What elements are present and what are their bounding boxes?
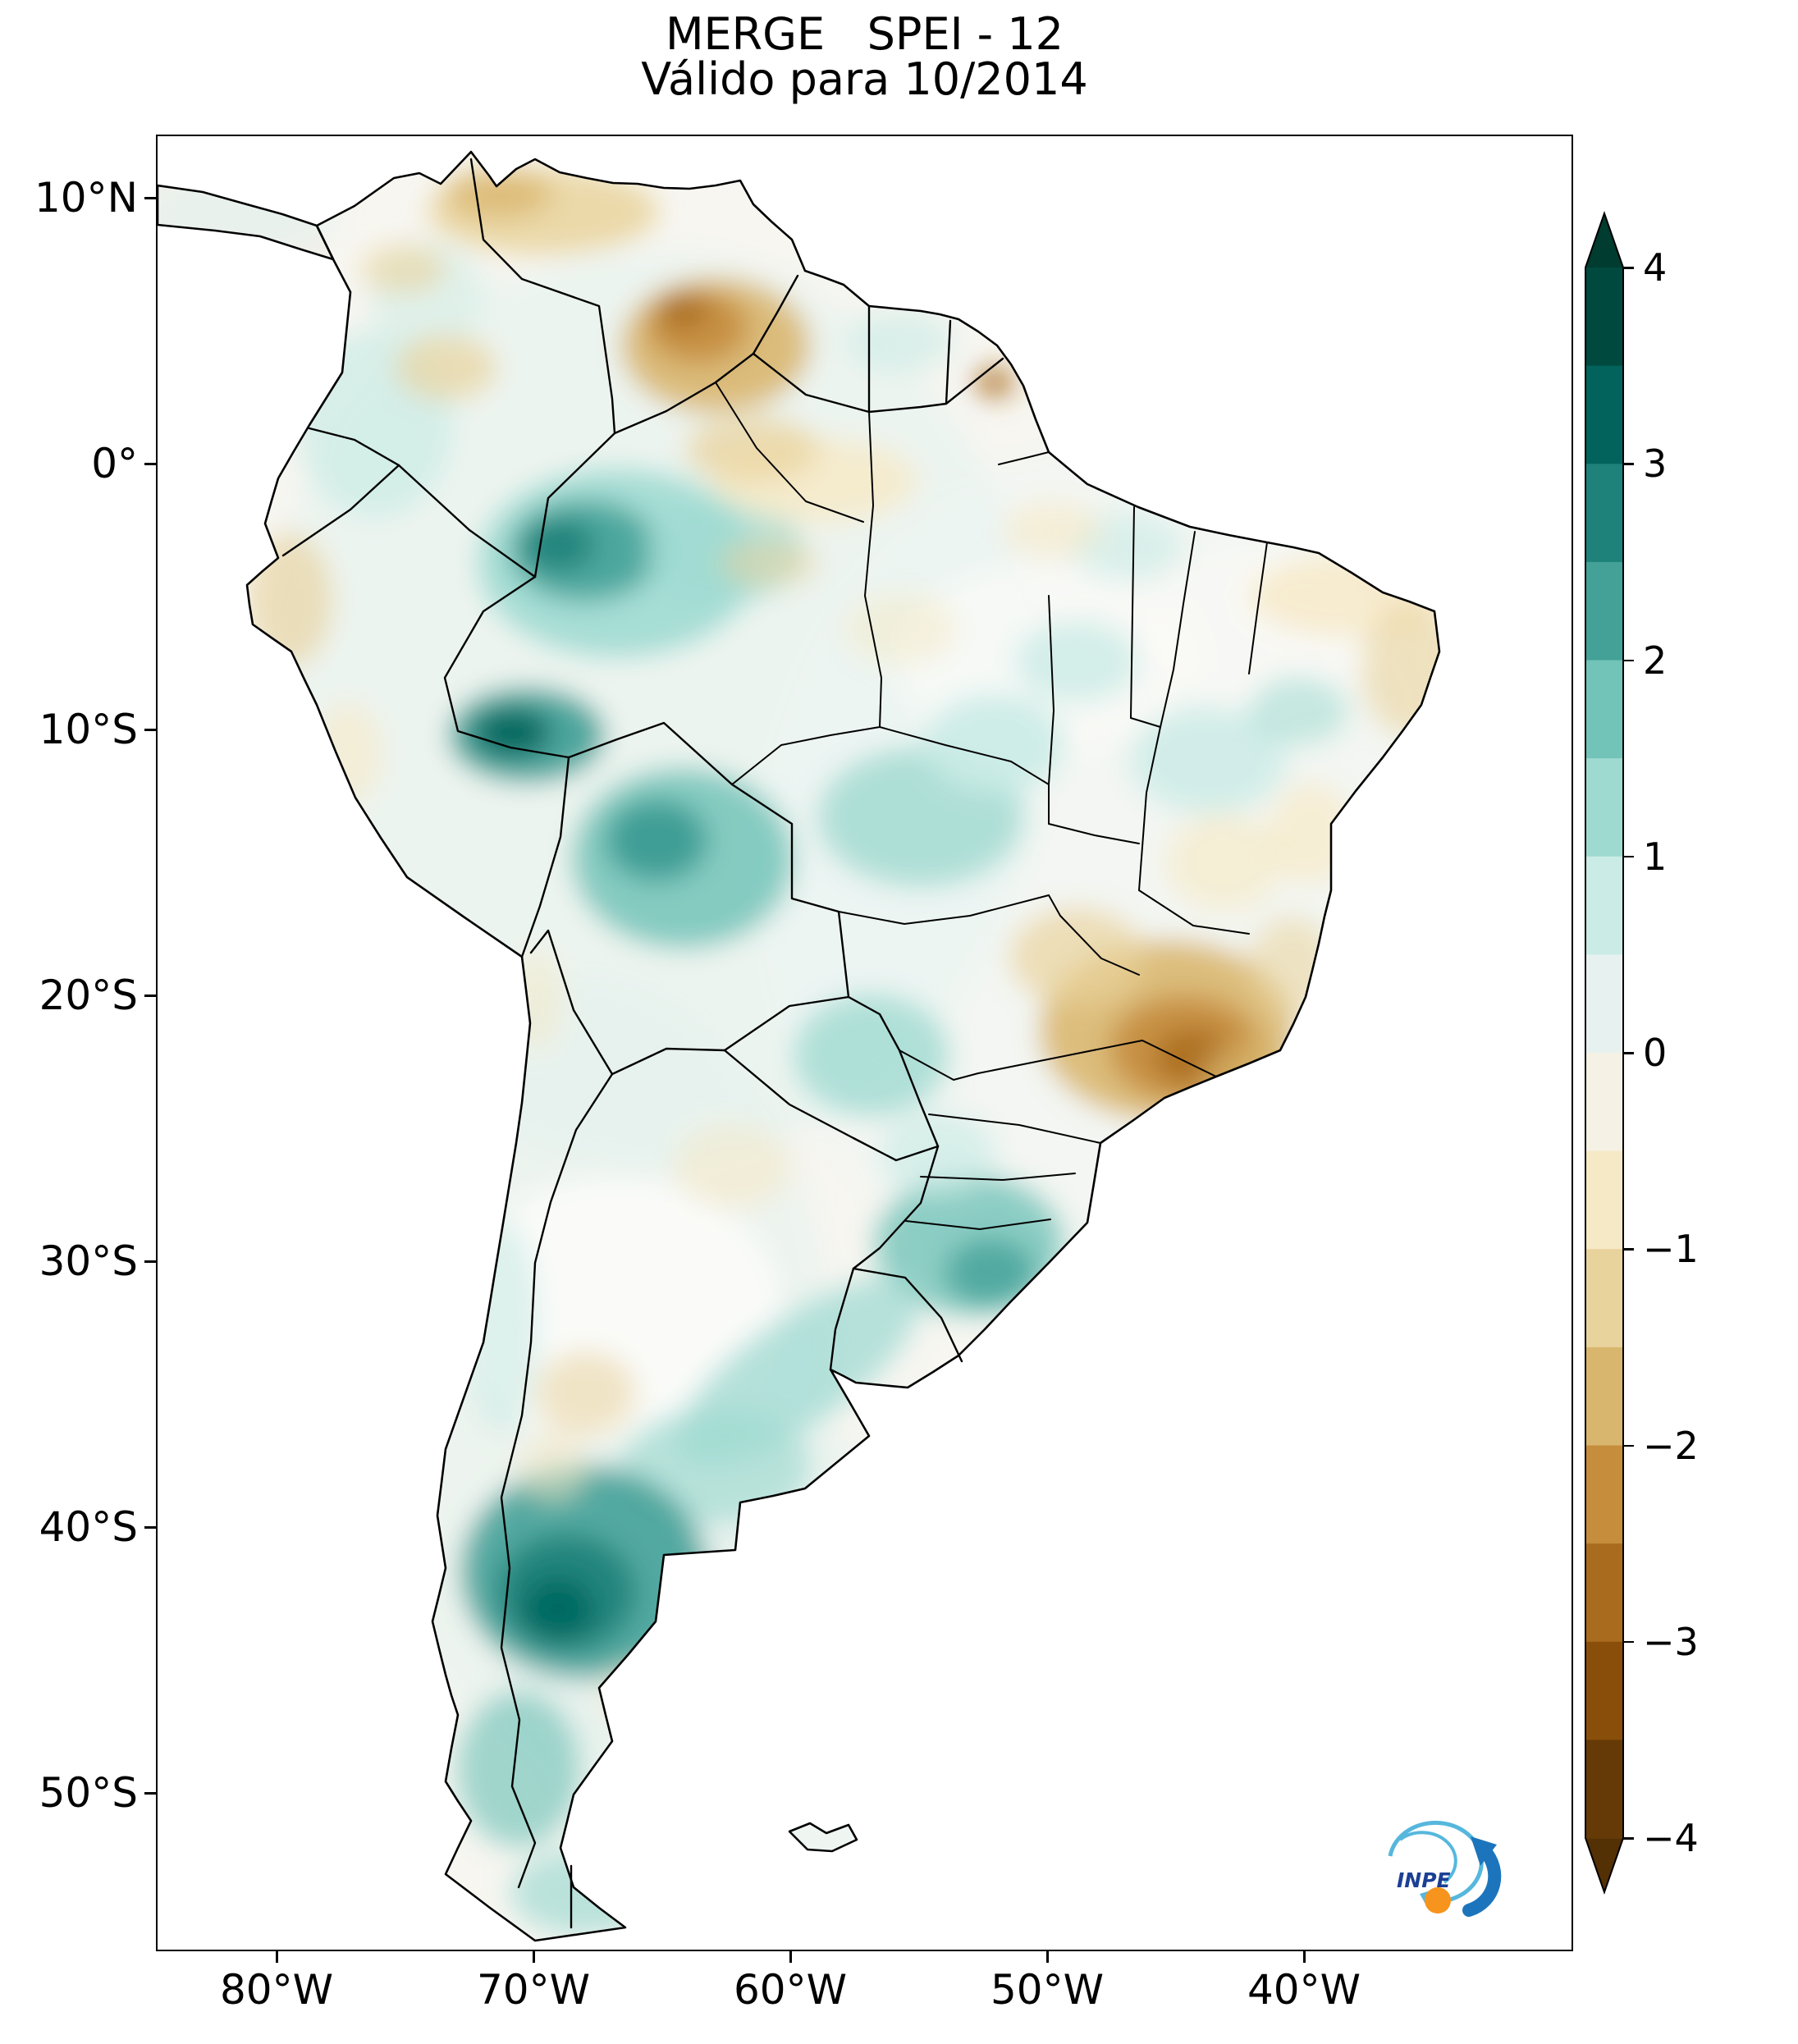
y-tick-mark xyxy=(144,1792,156,1795)
colorbar-band xyxy=(1585,1445,1623,1544)
colorbar-tick-label: 4 xyxy=(1643,245,1668,290)
y-tick-label: 50°S xyxy=(39,1769,138,1817)
state-borders xyxy=(715,382,1268,1230)
y-tick-mark xyxy=(144,1260,156,1263)
colorbar-tick-mark xyxy=(1623,855,1634,858)
colorbar-band xyxy=(1585,660,1623,759)
y-tick-label: 30°S xyxy=(39,1237,138,1285)
colorbar-band xyxy=(1585,1543,1623,1643)
x-tick-mark xyxy=(276,1951,278,1963)
y-tick-mark xyxy=(144,729,156,731)
orbit-arc2-icon xyxy=(1398,1831,1457,1884)
title-line-1: MERGE SPEI - 12 xyxy=(665,8,1064,60)
colorbar-band xyxy=(1585,1641,1623,1741)
colorbar-band xyxy=(1585,1740,1623,1839)
colorbar xyxy=(1585,210,1624,1895)
colorbar-band xyxy=(1585,561,1623,661)
colorbar-band xyxy=(1585,954,1623,1054)
colorbar-tick-label: 2 xyxy=(1643,638,1668,683)
colorbar-tick-mark xyxy=(1623,1640,1634,1644)
y-tick-mark xyxy=(144,197,156,199)
y-tick-label: 10°N xyxy=(34,174,138,222)
colorbar-bands xyxy=(1585,268,1623,1839)
title-line-2: Válido para 10/2014 xyxy=(641,53,1088,106)
y-tick-label: 0° xyxy=(91,440,138,487)
spei-field xyxy=(158,169,1439,1935)
x-tick-mark xyxy=(1303,1951,1306,1963)
y-tick-label: 10°S xyxy=(39,706,138,753)
colorbar-tick-mark xyxy=(1623,1444,1634,1447)
colorbar-tick-mark xyxy=(1623,267,1634,269)
country-borders xyxy=(281,158,1004,1929)
colorbar-extend-top xyxy=(1585,213,1623,268)
colorbar-band xyxy=(1585,464,1623,563)
orange-dot-icon xyxy=(1425,1887,1451,1914)
inpe-logo-text: INPE xyxy=(1397,1868,1451,1892)
colorbar-extend-bottom xyxy=(1585,1838,1623,1892)
colorbar-tick-mark xyxy=(1623,1248,1634,1251)
colorbar-tick-mark xyxy=(1623,1052,1634,1054)
y-tick-mark xyxy=(144,1526,156,1529)
spei-dry-anomalies xyxy=(248,169,1439,1730)
colorbar-tick-mark xyxy=(1623,463,1634,465)
map-frame: INPE xyxy=(156,135,1573,1951)
y-tick-mark xyxy=(144,995,156,997)
colorbar-band xyxy=(1585,1347,1623,1447)
x-tick-mark xyxy=(1046,1951,1049,1963)
colorbar-tick-label: −3 xyxy=(1643,1619,1699,1664)
colorbar-tick-mark xyxy=(1623,659,1634,661)
colorbar-band xyxy=(1585,1053,1623,1152)
y-tick-label: 20°S xyxy=(39,972,138,1019)
x-tick-label: 70°W xyxy=(476,1966,591,2014)
inpe-logo: INPE xyxy=(1388,1820,1502,1917)
colorbar-tick-label: −1 xyxy=(1643,1227,1699,1272)
colorbar-tick-label: 1 xyxy=(1643,834,1668,879)
x-tick-label: 60°W xyxy=(733,1966,848,2014)
south-america-map: INPE xyxy=(158,150,1502,1942)
colorbar-tick-label: 0 xyxy=(1643,1031,1668,1075)
colorbar-band xyxy=(1585,1249,1623,1348)
colorbar-tick-mark xyxy=(1623,1837,1634,1840)
colorbar-band xyxy=(1585,268,1623,367)
colorbar-tick-label: −4 xyxy=(1643,1816,1699,1860)
y-tick-label: 40°S xyxy=(39,1503,138,1551)
colorbar-band xyxy=(1585,365,1623,465)
colorbar-outline xyxy=(1585,210,1624,1895)
swoosh-arrow-icon xyxy=(1462,1843,1502,1917)
colorbar-band xyxy=(1585,856,1623,956)
x-tick-mark xyxy=(533,1951,535,1963)
x-tick-label: 50°W xyxy=(990,1966,1105,2014)
x-tick-label: 40°W xyxy=(1247,1966,1361,2014)
colorbar-band xyxy=(1585,1150,1623,1251)
y-tick-mark xyxy=(144,463,156,465)
colorbar-tick-label: 3 xyxy=(1643,441,1668,487)
colorbar-tick-label: −2 xyxy=(1643,1423,1699,1468)
figure-title: MERGE SPEI - 12 Válido para 10/2014 xyxy=(156,11,1573,102)
x-tick-label: 80°W xyxy=(219,1966,334,2014)
swoosh-arrowhead-icon xyxy=(1471,1836,1497,1866)
colorbar-band xyxy=(1585,758,1623,857)
x-tick-mark xyxy=(789,1951,792,1963)
